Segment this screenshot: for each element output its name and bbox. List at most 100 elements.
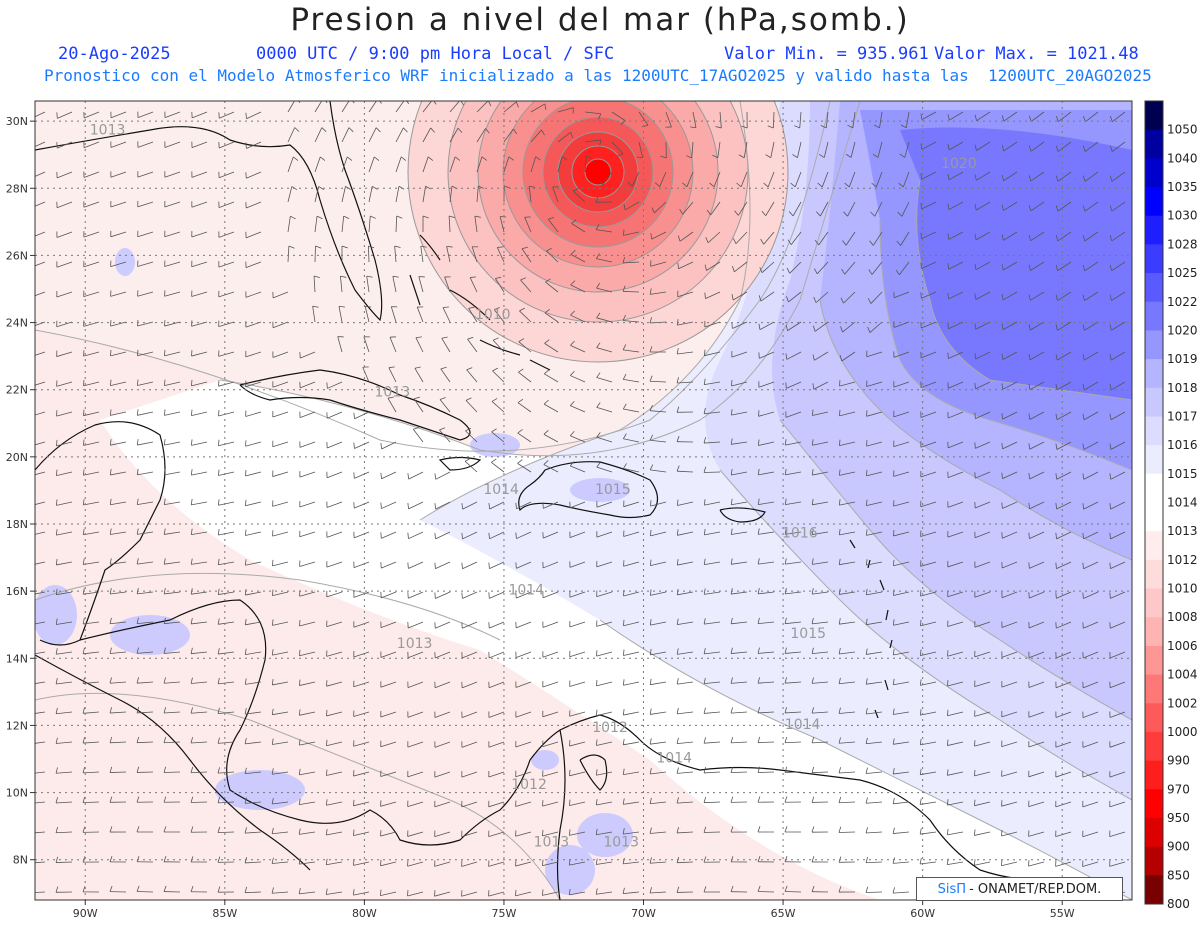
colorbar-swatch (1145, 502, 1163, 532)
colorbar-swatch (1145, 846, 1163, 876)
colorbar-swatch (1145, 617, 1163, 647)
colorbar-label: 970 (1167, 782, 1190, 796)
contour-label: 1014 (656, 750, 692, 766)
colorbar-label: 1008 (1167, 610, 1198, 624)
coastlines (35, 101, 1101, 900)
contour-label: 1020 (941, 156, 977, 172)
colorbar-label: 1017 (1167, 409, 1198, 423)
lat-label: 26N (6, 249, 28, 262)
lat-label: 14N (6, 652, 28, 665)
contour-label: 1014 (483, 482, 519, 498)
colorbar-swatch (1145, 215, 1163, 245)
colorbar-swatch (1145, 875, 1163, 905)
colorbar-label: 1002 (1167, 696, 1198, 710)
contour-label: 1016 (782, 525, 818, 541)
contour-label: 1013 (603, 834, 639, 850)
forecast-time: 0000 UTC / 9:00 pm Hora Local / SFC (256, 44, 615, 64)
page-title: Presion a nivel del mar (hPa,somb.) (290, 2, 910, 38)
colorbar-swatch (1145, 674, 1163, 704)
lon-axis: 90W 85W 80W 75W 70W 65W 60W 55W (73, 900, 1075, 920)
colorbar-swatch (1145, 387, 1163, 417)
colorbar-label: 1028 (1167, 237, 1198, 251)
lat-lon-grid (35, 101, 1132, 900)
colorbar-label: 1012 (1167, 553, 1198, 567)
colorbar-label: 1050 (1167, 123, 1198, 137)
colorbar-swatch (1145, 129, 1163, 159)
lon-label: 75W (492, 907, 517, 920)
colorbar-swatch (1145, 588, 1163, 618)
colorbar-label: 800 (1167, 897, 1190, 911)
map-plot-area (35, 101, 1132, 900)
credit-brand: SisΠ (937, 881, 967, 897)
colorbar-label: 990 (1167, 754, 1190, 768)
colorbar-label: 1013 (1167, 524, 1198, 538)
colorbar-swatch (1145, 187, 1163, 217)
lon-label: 55W (1050, 907, 1075, 920)
contour-label: 1013 (90, 123, 126, 139)
colorbar-label: 1022 (1167, 295, 1198, 309)
colorbar-label: 1035 (1167, 180, 1198, 194)
contour-label: 1013 (534, 834, 570, 850)
colorbar-swatch (1145, 359, 1163, 389)
colorbar-swatch (1145, 273, 1163, 303)
lon-label: 60W (910, 907, 935, 920)
credit-text: - ONAMET/REP.DOM. (969, 881, 1102, 897)
colorbar-label: 1020 (1167, 323, 1198, 337)
colorbar-swatch (1145, 760, 1163, 790)
colorbar-swatch (1145, 445, 1163, 475)
colorbar-label: 1014 (1167, 496, 1198, 510)
colorbar-label: 1006 (1167, 639, 1198, 653)
contour-label: 1015 (790, 626, 826, 642)
colorbar-swatch (1145, 789, 1163, 819)
colorbar-swatch (1145, 330, 1163, 360)
colorbar-swatch (1145, 645, 1163, 676)
colorbar-label: 1018 (1167, 381, 1198, 395)
contour-label: 1014 (508, 583, 544, 599)
colorbar-swatch (1145, 301, 1163, 331)
min-value: Valor Min. = 935.961 (724, 44, 929, 64)
colorbar-label: 1019 (1167, 352, 1198, 366)
colorbar-label: 1025 (1167, 266, 1198, 280)
forecast-info: Pronostico con el Modelo Atmosferico WRF… (44, 66, 1152, 85)
lat-label: 12N (6, 719, 28, 732)
contour-label: 1013 (397, 636, 433, 652)
lat-label: 20N (6, 451, 28, 464)
colorbar-label: 1016 (1167, 438, 1198, 452)
colorbar-swatch (1145, 101, 1163, 131)
forecast-date: 20-Ago-2025 (58, 44, 171, 64)
colorbar-swatch (1145, 531, 1163, 561)
colorbar-swatch (1145, 158, 1163, 188)
lat-label: 18N (6, 518, 28, 531)
colorbar-swatch (1145, 817, 1163, 848)
contour-labels: 1013 1010 1013 1020 1014 1015 1016 1014 1013 1015… (90, 123, 977, 851)
colorbar-label: 900 (1167, 840, 1190, 854)
lat-axis: 30N 28N 26N 24N 22N 20N 18N 16N 14N 12N 10N 8N (6, 115, 35, 867)
colorbar-swatch (1145, 731, 1163, 762)
lon-label: 85W (212, 907, 237, 920)
colorbar-swatch (1145, 703, 1163, 733)
contour-label: 1012 (511, 777, 547, 793)
colorbar-label: 850 (1167, 868, 1190, 882)
lat-label: 28N (6, 182, 28, 195)
contour-label: 1014 (785, 717, 821, 733)
lon-label: 80W (352, 907, 377, 920)
colorbar-swatch (1145, 559, 1163, 590)
colorbar-swatch (1145, 473, 1163, 503)
colorbar-label: 1004 (1167, 668, 1198, 682)
lat-label: 24N (6, 317, 28, 330)
max-value: Valor Max. = 1021.48 (934, 44, 1139, 64)
map-frame (34, 100, 1133, 901)
lat-label: 30N (6, 115, 28, 128)
colorbar-label: 950 (1167, 811, 1190, 825)
lon-label: 70W (631, 907, 656, 920)
colorbar-label: 1015 (1167, 467, 1198, 481)
colorbar-swatch (1145, 416, 1163, 446)
contour-label: 1010 (475, 307, 511, 323)
colorbar: 1050 1040 1035 1030 1028 1025 1022 1020 1019 1018… (1144, 100, 1198, 911)
contour-label: 1012 (592, 720, 628, 736)
lat-label: 22N (6, 384, 28, 397)
wind-barbs (35, 101, 1126, 897)
lon-label: 90W (73, 907, 98, 920)
colorbar-swatch (1145, 244, 1163, 274)
